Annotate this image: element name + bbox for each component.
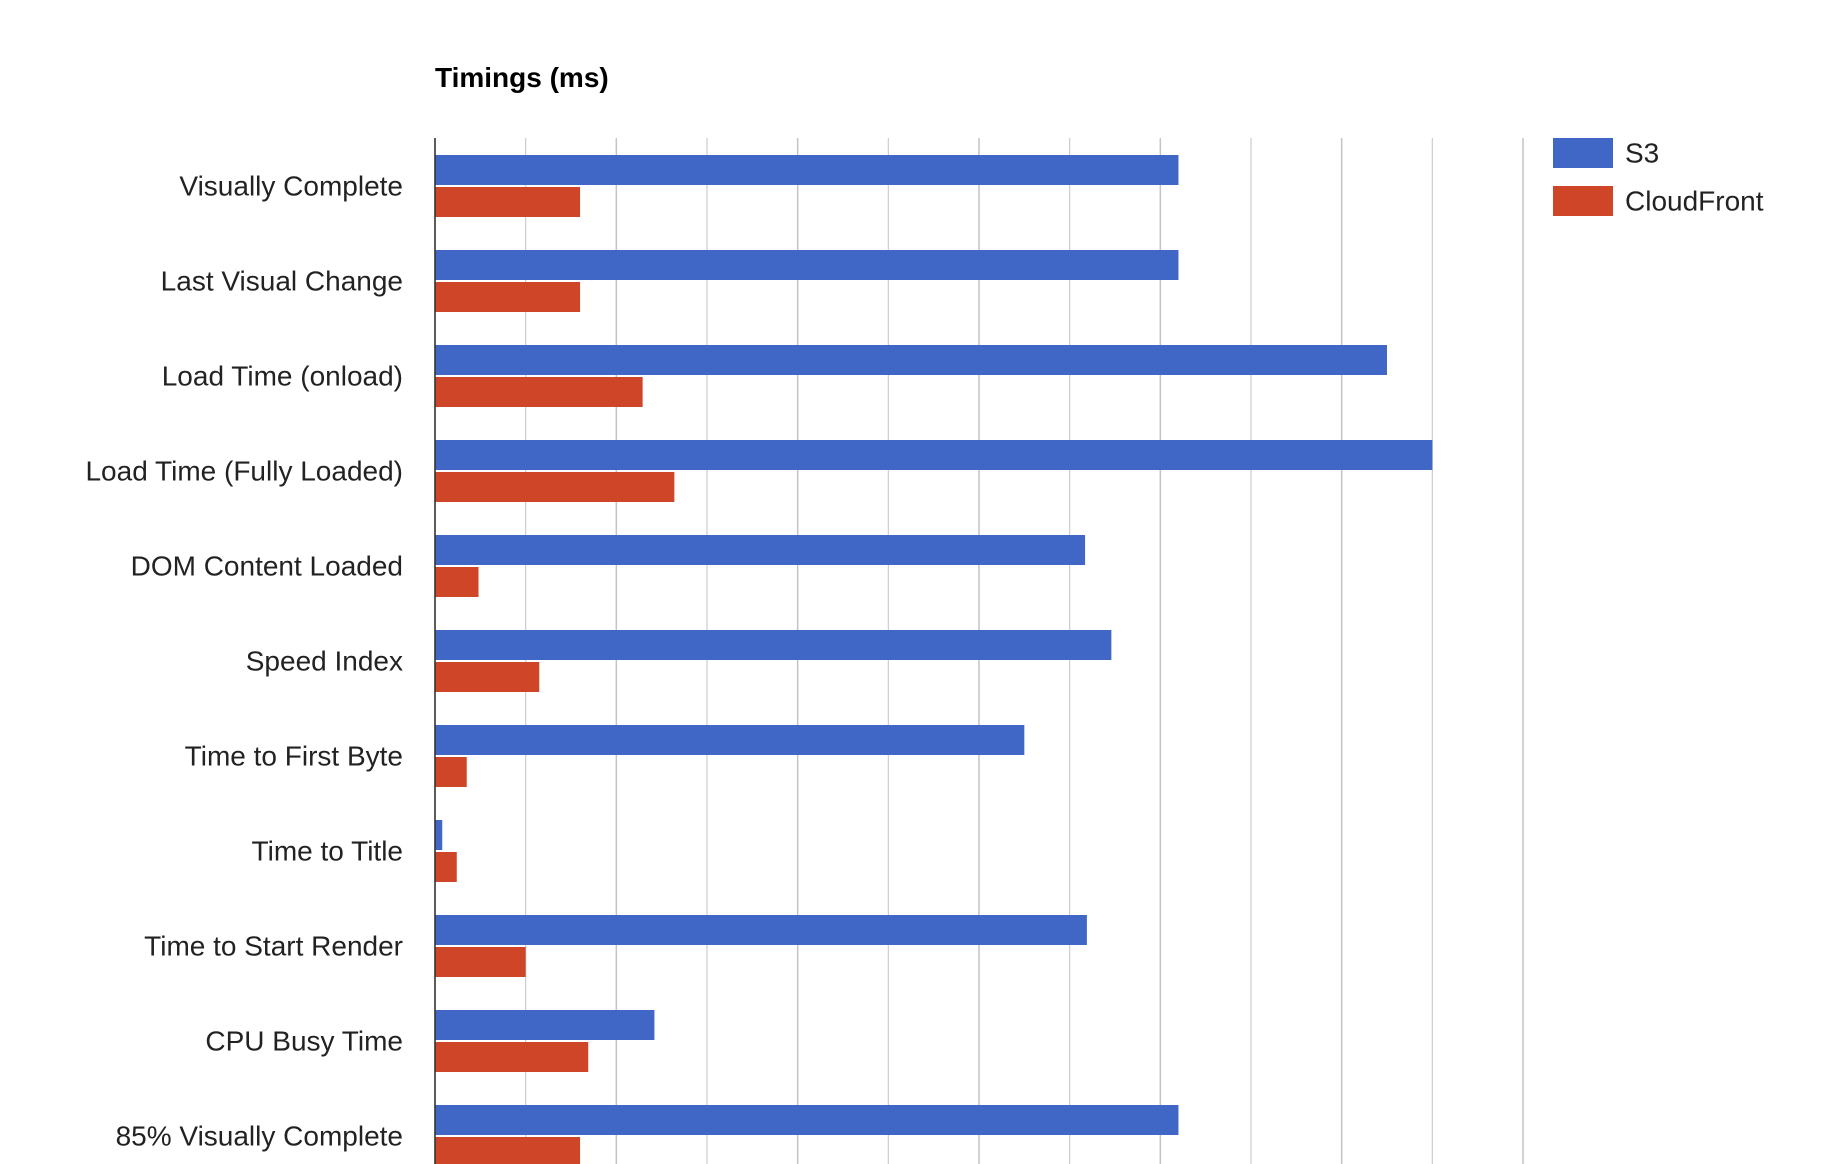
bar-cloudfront-visually-complete [435, 187, 581, 217]
bar-cloudfront-cpu-busy-time [435, 1042, 589, 1072]
category-label: Time to Title [252, 836, 403, 867]
bar-cloudfront-time-to-title [435, 852, 457, 882]
bar-s3-dom-content-loaded [435, 535, 1086, 565]
legend-swatch-s3 [1553, 138, 1613, 168]
bar-cloudfront-speed-index [435, 662, 540, 692]
bar-s3-time-to-first-byte [435, 725, 1025, 755]
category-label: DOM Content Loaded [131, 551, 403, 582]
bars [435, 155, 1433, 1164]
legend: S3 CloudFront [1553, 138, 1764, 217]
bar-cloudfront-last-visual-change [435, 282, 581, 312]
chart-title: Timings (ms) [435, 62, 609, 93]
bar-s3-cpu-busy-time [435, 1010, 655, 1040]
category-label: Time to First Byte [185, 741, 403, 772]
bar-cloudfront-time-to-first-byte [435, 757, 467, 787]
legend-swatch-cloudfront [1553, 186, 1613, 216]
category-label: Visually Complete [179, 171, 403, 202]
legend-label-cloudfront: CloudFront [1625, 186, 1764, 217]
bar-cloudfront-load-time-onload [435, 377, 643, 407]
bar-s3-last-visual-change [435, 250, 1179, 280]
bar-s3-time-to-start-render [435, 915, 1087, 945]
bar-cloudfront-load-time-fully-loaded [435, 472, 675, 502]
category-label: Load Time (onload) [162, 361, 403, 392]
bar-s3-85-visually-complete [435, 1105, 1179, 1135]
bar-s3-load-time-fully-loaded [435, 440, 1433, 470]
bar-s3-visually-complete [435, 155, 1179, 185]
bar-cloudfront-dom-content-loaded [435, 567, 479, 597]
category-label: 85% Visually Complete [116, 1121, 403, 1152]
category-label: Time to Start Render [144, 931, 403, 962]
bar-s3-speed-index [435, 630, 1112, 660]
category-label: Load Time (Fully Loaded) [85, 456, 403, 487]
bar-s3-load-time-onload [435, 345, 1387, 375]
category-label: Last Visual Change [161, 266, 403, 297]
bar-cloudfront-85-visually-complete [435, 1137, 581, 1164]
category-labels: Visually Complete Last Visual Change Load … [85, 171, 403, 1152]
category-label: Speed Index [246, 646, 403, 677]
legend-label-s3: S3 [1625, 138, 1659, 169]
category-label: CPU Busy Time [205, 1026, 403, 1057]
bar-cloudfront-time-to-start-render [435, 947, 526, 977]
bar-s3-time-to-title [435, 820, 443, 850]
